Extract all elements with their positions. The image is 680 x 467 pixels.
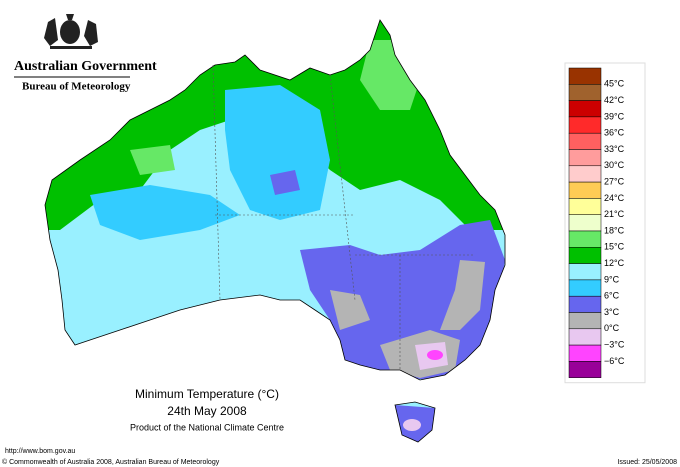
copyright: © Commonwealth of Australia 2008, Austra… <box>2 458 220 466</box>
legend-label: 33°C <box>604 144 625 154</box>
legend-swatch <box>568 214 602 232</box>
legend-label: 0°C <box>604 323 620 333</box>
legend-swatch <box>568 295 602 313</box>
coastline <box>44 19 506 443</box>
legend-label: 45°C <box>604 79 625 89</box>
map-title: Minimum Temperature (°C) <box>135 387 279 401</box>
legend-label: 30°C <box>604 160 625 170</box>
legend-swatch <box>568 230 602 248</box>
legend-swatch <box>568 279 602 297</box>
legend-swatch <box>568 344 602 362</box>
state-borders <box>212 64 475 370</box>
bureau-name: Bureau of Meteorology <box>22 81 131 93</box>
legend-label: 21°C <box>604 209 625 219</box>
legend-label: 39°C <box>604 111 625 121</box>
website: http://www.bom.gov.au <box>5 448 75 455</box>
legend-label: 12°C <box>604 258 625 268</box>
legend-swatch <box>568 84 602 101</box>
legend-swatch <box>568 247 602 264</box>
map-date: 24th May 2008 <box>167 404 247 418</box>
legend-label: 18°C <box>604 225 625 235</box>
legend-swatch <box>568 149 602 167</box>
legend-swatch <box>568 361 602 378</box>
legend-label: 6°C <box>604 291 620 301</box>
map-product: Product of the National Climate Centre <box>130 422 284 432</box>
legend-label: 42°C <box>604 95 625 105</box>
legend-label: −3°C <box>604 339 625 349</box>
legend-label: 36°C <box>604 128 625 138</box>
legend-label: 3°C <box>604 307 620 317</box>
legend-label: −6°C <box>604 356 625 366</box>
legend-label: 15°C <box>604 242 625 252</box>
legend-swatch <box>568 100 602 118</box>
legend-label: 24°C <box>604 193 625 203</box>
issued-date: Issued: 25/05/2008 <box>617 459 677 466</box>
legend-swatch <box>568 132 602 150</box>
legend: 45°C 42°C 39°C 36°C 33°C 30°C 27°C 24°C 21°C 18°C… <box>564 62 646 384</box>
crest <box>44 14 98 49</box>
legend-swatch <box>568 263 602 281</box>
legend-swatch <box>568 181 602 199</box>
legend-swatch <box>568 312 602 330</box>
legend-label: 27°C <box>604 176 625 186</box>
legend-swatch <box>568 67 602 85</box>
legend-swatch <box>568 328 602 346</box>
government-name: Australian Government <box>14 59 157 74</box>
legend-label: 9°C <box>604 274 620 284</box>
legend-swatch <box>568 116 602 134</box>
legend-swatch <box>568 198 602 215</box>
legend-swatch <box>568 165 602 183</box>
